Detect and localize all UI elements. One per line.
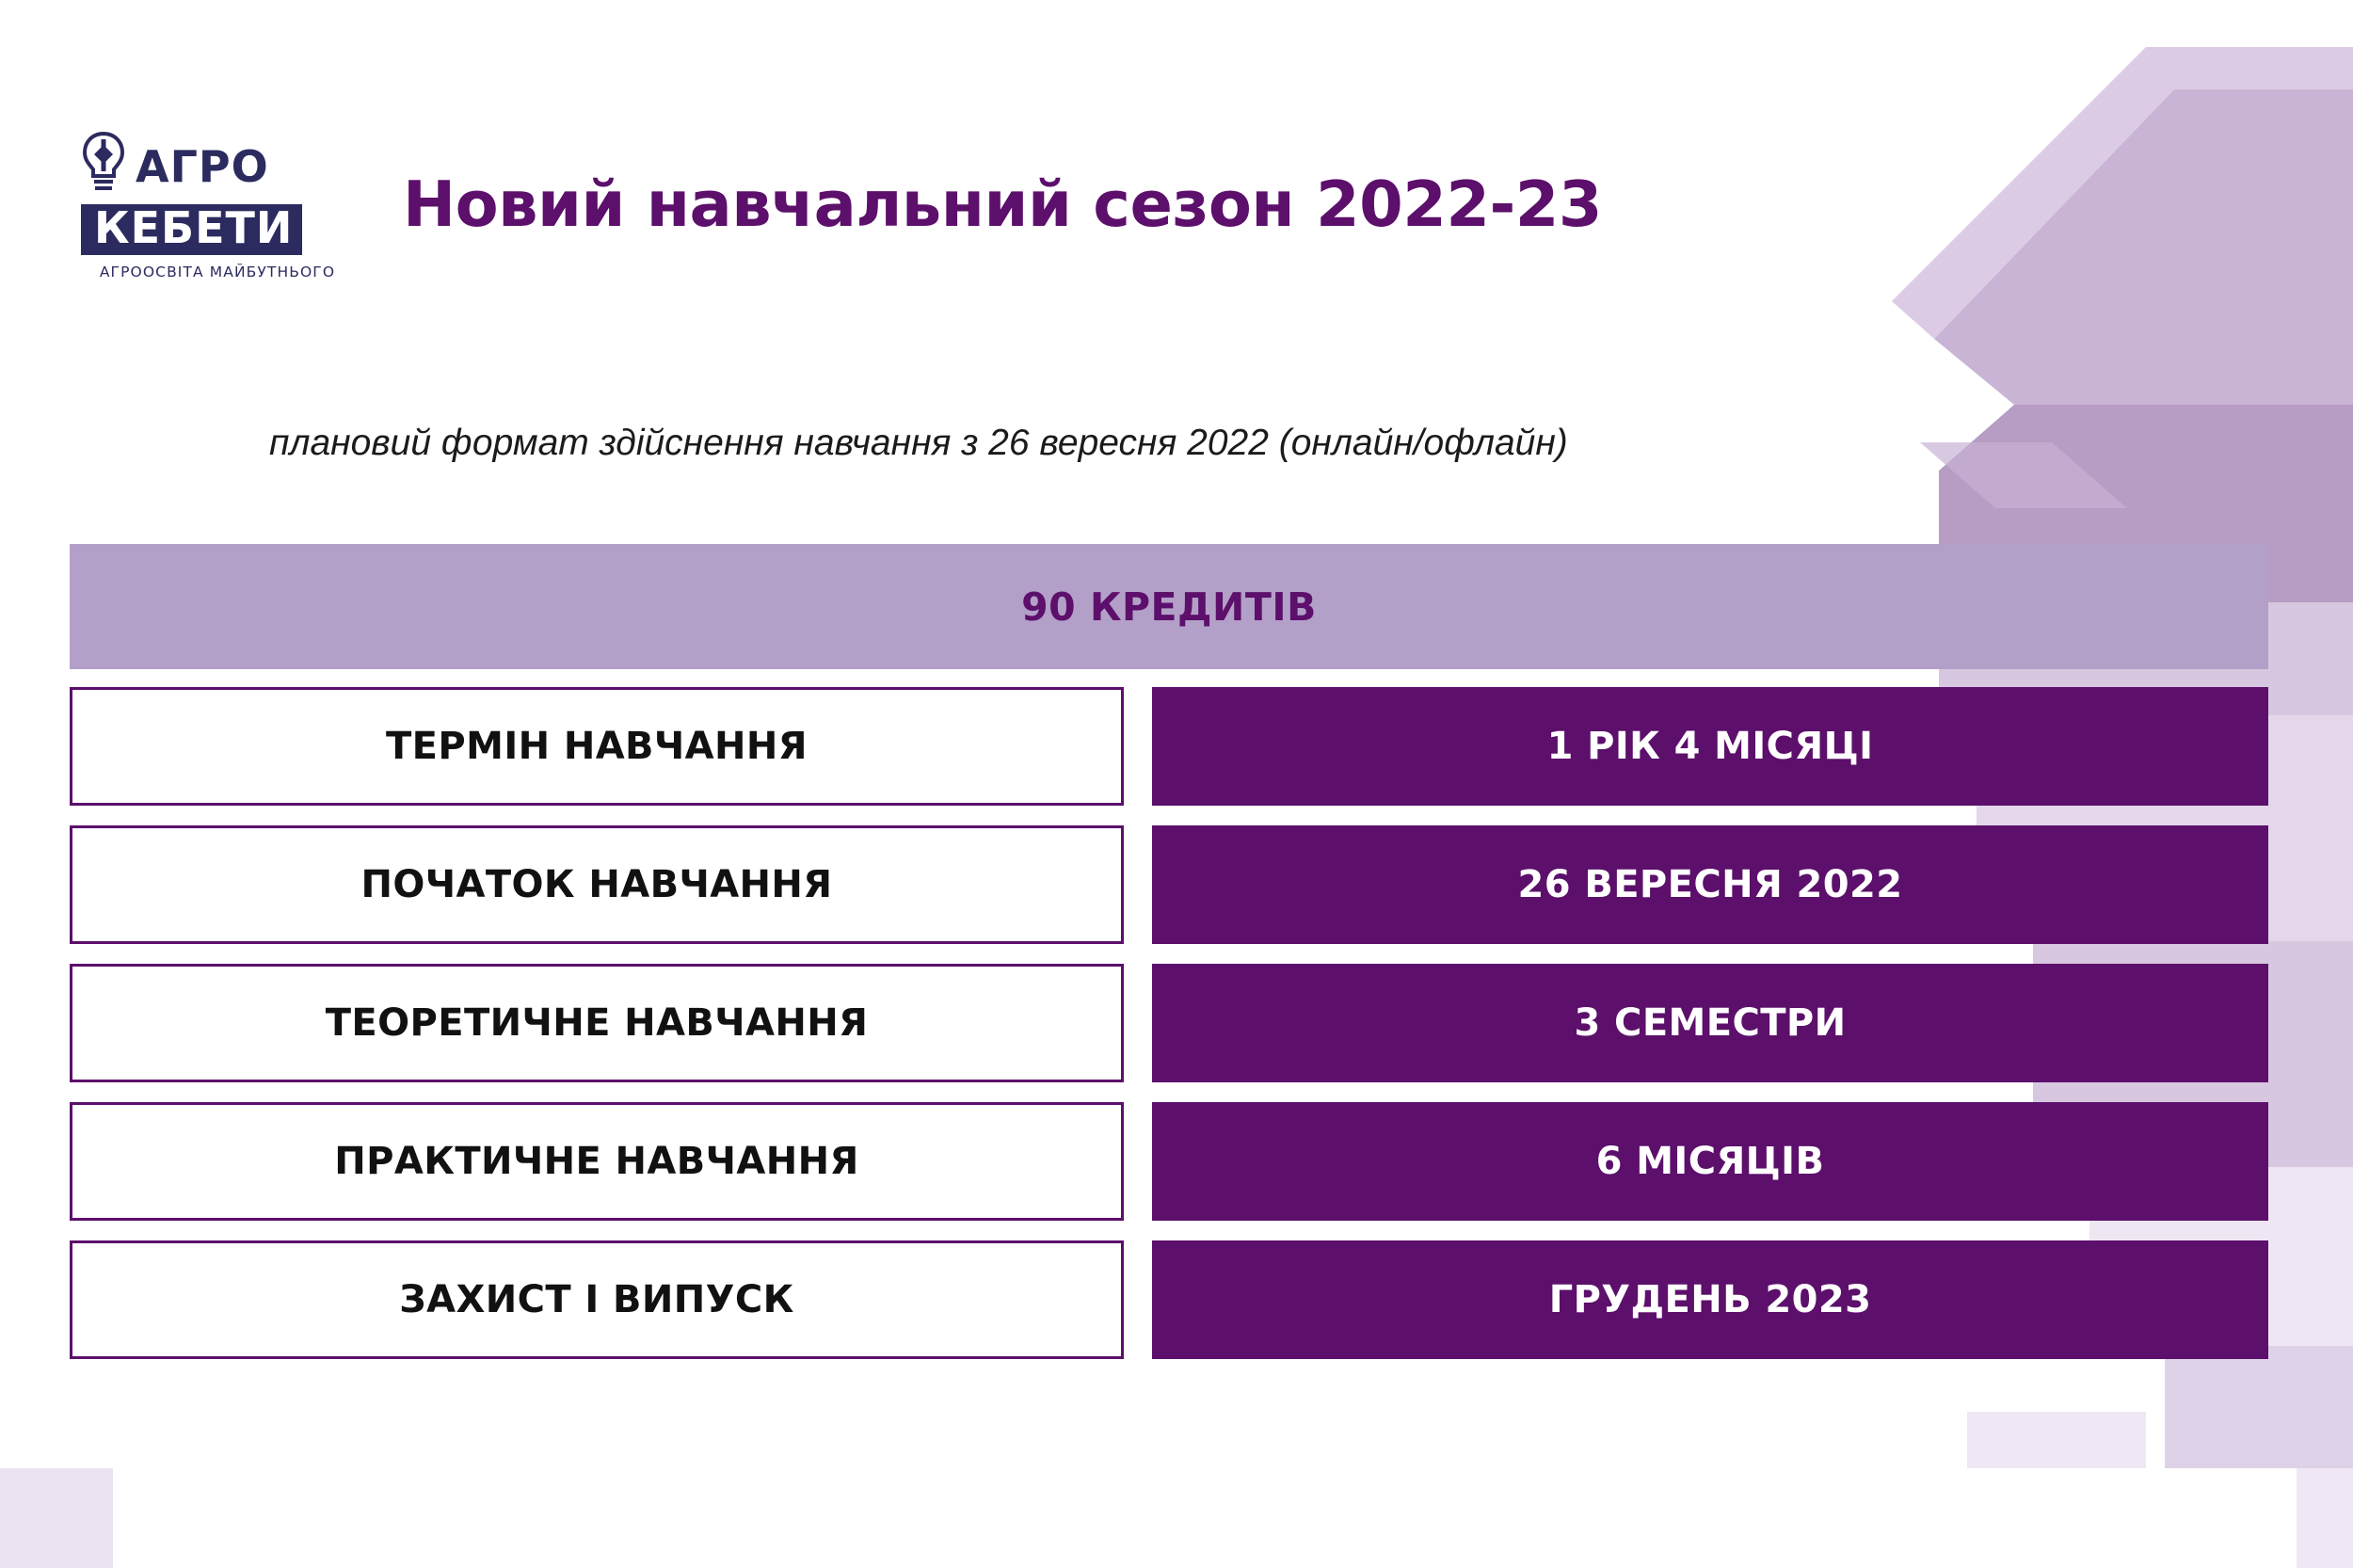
- lightbulb-glyph: [82, 131, 125, 190]
- credits-banner: 90 КРЕДИТІВ: [70, 544, 2268, 669]
- table-row: ТЕРМІН НАВЧАННЯ 1 РІК 4 МІСЯЦІ: [70, 687, 2268, 806]
- table-row: ПРАКТИЧНЕ НАВЧАННЯ 6 МІСЯЦІВ: [70, 1102, 2268, 1221]
- table-rows: ТЕРМІН НАВЧАННЯ 1 РІК 4 МІСЯЦІ ПОЧАТОК Н…: [70, 687, 2268, 1359]
- table-row: ПОЧАТОК НАВЧАННЯ 26 ВЕРЕСНЯ 2022: [70, 825, 2268, 944]
- row-value: ГРУДЕНЬ 2023: [1152, 1240, 2268, 1359]
- row-value: 6 МІСЯЦІВ: [1152, 1102, 2268, 1221]
- lightbulb-icon: [81, 131, 126, 200]
- logo-word-kebety: КЕБЕТИ: [81, 204, 303, 255]
- program-details-table: 90 КРЕДИТІВ ТЕРМІН НАВЧАННЯ 1 РІК 4 МІСЯ…: [70, 544, 2268, 1359]
- page-title: Новий навчальний сезон 2022-23: [403, 168, 1603, 241]
- row-value: 26 ВЕРЕСНЯ 2022: [1152, 825, 2268, 944]
- row-value: 3 СЕМЕСТРИ: [1152, 964, 2268, 1082]
- row-value: 1 РІК 4 МІСЯЦІ: [1152, 687, 2268, 806]
- table-row: ЗАХИСТ І ВИПУСК ГРУДЕНЬ 2023: [70, 1240, 2268, 1359]
- page-subtitle: плановий формат здійснення навчання з 26…: [269, 423, 1568, 463]
- brand-logo: АГРО КЕБЕТИ АГРООСВІТА МАЙБУТНЬОГО: [81, 131, 363, 280]
- logo-word-agro: АГРО: [136, 140, 269, 192]
- row-label: ЗАХИСТ І ВИПУСК: [70, 1240, 1124, 1359]
- table-row: ТЕОРЕТИЧНЕ НАВЧАННЯ 3 СЕМЕСТРИ: [70, 964, 2268, 1082]
- logo-tagline: АГРООСВІТА МАЙБУТНЬОГО: [99, 264, 336, 280]
- row-label: ПОЧАТОК НАВЧАННЯ: [70, 825, 1124, 944]
- row-label: ТЕОРЕТИЧНЕ НАВЧАННЯ: [70, 964, 1124, 1082]
- row-label: ТЕРМІН НАВЧАННЯ: [70, 687, 1124, 806]
- row-label: ПРАКТИЧНЕ НАВЧАННЯ: [70, 1102, 1124, 1221]
- logo-top-row: АГРО: [81, 131, 363, 200]
